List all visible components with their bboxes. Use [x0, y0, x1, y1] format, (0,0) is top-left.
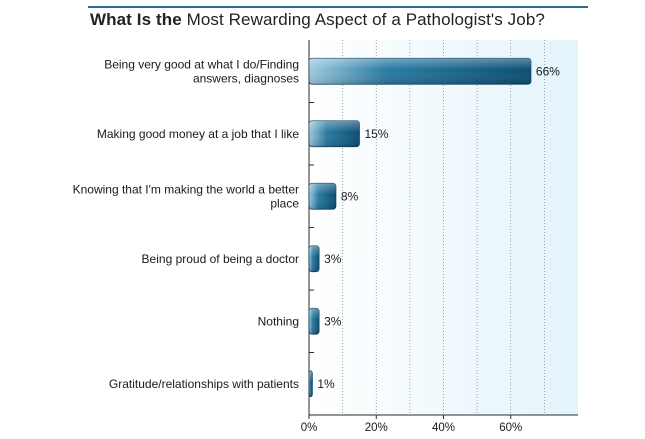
category-label: answers, diagnoses: [193, 71, 299, 85]
category-label: Being very good at what I do/Finding: [104, 57, 299, 71]
bar-shine: [309, 58, 531, 85]
bar-shine: [309, 183, 336, 210]
x-tick-label: 20%: [365, 422, 388, 434]
category-label: Making good money at a job that I like: [97, 127, 299, 141]
x-tick-label: 60%: [499, 422, 522, 434]
bar-shine: [309, 245, 320, 272]
chart-title: What Is the Most Rewarding Aspect of a P…: [0, 10, 645, 30]
value-label: 3%: [324, 314, 342, 328]
category-label: place: [270, 196, 299, 210]
bar-shine: [309, 308, 320, 335]
category-label: Knowing that I'm making the world a bett…: [73, 182, 299, 196]
category-label: Gratitude/relationships with patients: [109, 377, 299, 391]
bar-shine: [309, 120, 360, 147]
value-label: 8%: [341, 189, 359, 203]
title-rule: [88, 6, 588, 8]
x-tick-label: 40%: [432, 422, 455, 434]
chart-title-rest: Most Rewarding Aspect of a Pathologist's…: [186, 10, 545, 29]
x-tick-label: 0%: [301, 422, 318, 434]
value-label: 66%: [536, 64, 560, 78]
value-label: 3%: [324, 252, 342, 266]
bar-shine: [309, 370, 313, 397]
value-label: 1%: [317, 377, 335, 391]
chart-title-bold: What Is the: [90, 10, 182, 29]
value-label: 15%: [364, 127, 388, 141]
category-label: Nothing: [258, 314, 299, 328]
category-label: Being proud of being a doctor: [142, 252, 299, 266]
